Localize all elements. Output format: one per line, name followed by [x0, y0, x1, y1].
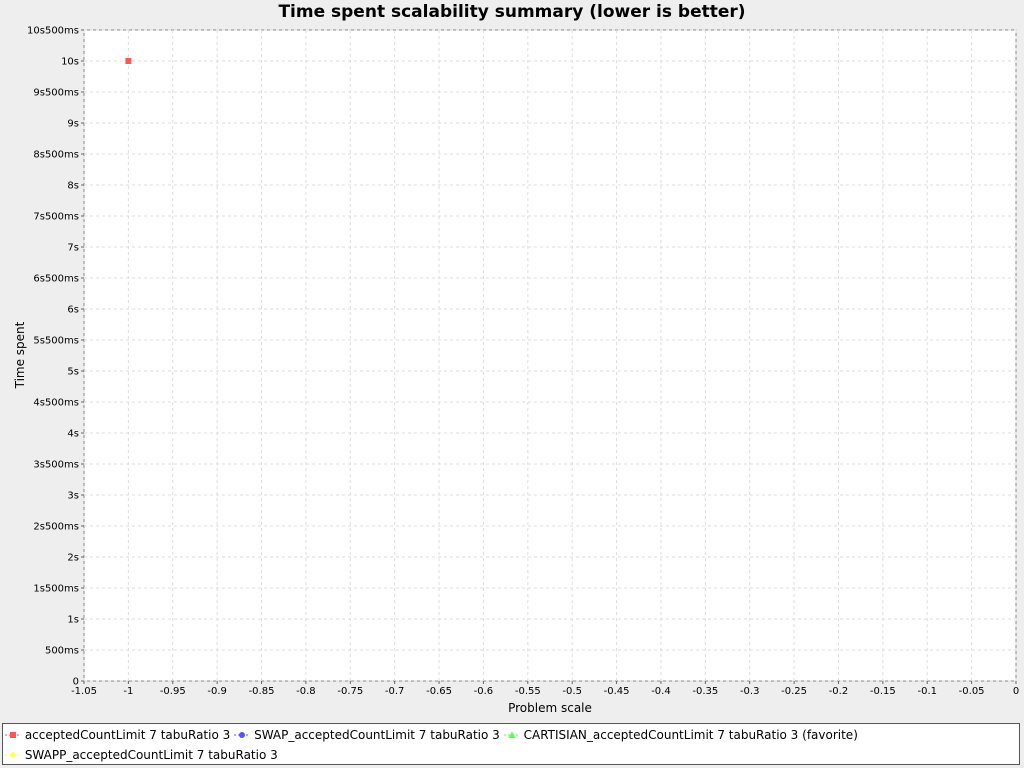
x-tick-label: -0.45	[604, 686, 630, 697]
legend-swatch-icon	[5, 751, 21, 759]
x-tick-label: -0.4	[651, 686, 671, 697]
x-tick-label: -0.9	[207, 686, 227, 697]
plot-background	[83, 29, 1017, 682]
legend-marker	[9, 751, 17, 759]
legend-marker	[239, 732, 246, 738]
y-tick-label: 2s500ms	[33, 522, 79, 533]
y-tick-label: 9s500ms	[33, 88, 79, 99]
x-axis-ticks: -1.05 -1 -0.95 -0.9 -0.85 -0.8 -0.75 -0.7 -0.65 -…	[71, 681, 1019, 697]
y-tick-label: 10s	[61, 57, 79, 68]
y-tick-label: 4s	[67, 429, 79, 440]
y-tick-label: 4s500ms	[33, 398, 79, 409]
y-tick-label: 2s	[67, 553, 79, 564]
legend-label: CARTISIAN_acceptedCountLimit 7 tabuRatio…	[519, 728, 858, 742]
y-tick-label: 3s500ms	[33, 460, 79, 471]
data-point	[125, 58, 132, 64]
x-tick-label: -0.85	[249, 686, 275, 697]
x-tick-label: -0.3	[740, 686, 760, 697]
legend-item: SWAP_acceptedCountLimit 7 tabuRatio 3	[234, 725, 500, 745]
x-tick-label: -1.05	[71, 686, 97, 697]
y-tick-label: 1s500ms	[33, 584, 79, 595]
y-tick-label: 9s	[67, 119, 79, 130]
y-tick-label: 0	[73, 677, 79, 688]
legend-item: acceptedCountLimit 7 tabuRatio 3	[5, 725, 230, 745]
legend-marker	[10, 732, 16, 738]
y-tick-label: 1s	[67, 615, 79, 626]
x-tick-label: -0.25	[781, 686, 807, 697]
legend-item: CARTISIAN_acceptedCountLimit 7 tabuRatio…	[503, 725, 858, 745]
legend-swatch-icon	[234, 732, 251, 738]
chart-title: Time spent scalability summary (lower is…	[278, 2, 746, 22]
legend-item: SWAPP_acceptedCountLimit 7 tabuRatio 3	[5, 745, 278, 765]
legend-swatch-icon	[5, 732, 21, 738]
legend-marker	[508, 731, 516, 738]
x-tick-label: -0.05	[959, 686, 985, 697]
x-tick-label: 0	[1013, 686, 1019, 697]
x-tick-label: -0.35	[692, 686, 718, 697]
y-tick-label: 7s500ms	[33, 212, 79, 223]
x-tick-label: -0.8	[296, 686, 316, 697]
x-tick-label: -1	[123, 686, 133, 697]
x-tick-label: -0.2	[829, 686, 849, 697]
x-tick-label: -0.7	[385, 686, 405, 697]
y-tick-label: 500ms	[45, 646, 79, 657]
legend-row: acceptedCountLimit 7 tabuRatio 3 SWAP_ac…	[5, 725, 862, 745]
x-tick-label: -0.15	[870, 686, 896, 697]
plot-area: 0 500ms 1s 1s500ms 2s 2s500ms 3s 3s500ms 4s 4s500…	[13, 26, 1019, 716]
x-tick-label: -0.5	[562, 686, 582, 697]
x-tick-label: -0.6	[474, 686, 494, 697]
x-tick-label: -0.95	[160, 686, 186, 697]
y-tick-label: 8s500ms	[33, 150, 79, 161]
x-axis-title: Problem scale	[508, 701, 592, 715]
x-tick-label: -0.1	[917, 686, 937, 697]
y-axis-title: Time spent	[13, 321, 27, 389]
y-tick-label: 5s500ms	[33, 336, 79, 347]
legend-label: SWAP_acceptedCountLimit 7 tabuRatio 3	[250, 728, 500, 742]
y-tick-label: 6s500ms	[33, 274, 79, 285]
legend: acceptedCountLimit 7 tabuRatio 3 SWAP_ac…	[2, 723, 1020, 765]
x-tick-label: -0.55	[515, 686, 541, 697]
grid-lines	[83, 29, 1017, 682]
y-tick-label: 7s	[67, 243, 79, 254]
y-tick-label: 10s500ms	[27, 26, 79, 37]
series-markers	[125, 58, 132, 64]
legend-swatch-icon	[503, 731, 520, 738]
y-tick-label: 3s	[67, 491, 79, 502]
x-tick-label: -0.75	[337, 686, 363, 697]
legend-row: SWAPP_acceptedCountLimit 7 tabuRatio 3	[5, 745, 282, 765]
y-tick-label: 8s	[67, 181, 79, 192]
legend-label: acceptedCountLimit 7 tabuRatio 3	[21, 728, 231, 742]
y-tick-label: 5s	[67, 367, 79, 378]
legend-label: SWAPP_acceptedCountLimit 7 tabuRatio 3	[21, 748, 278, 762]
y-tick-label: 6s	[67, 305, 79, 316]
x-tick-label: -0.65	[426, 686, 452, 697]
y-axis-ticks: 0 500ms 1s 1s500ms 2s 2s500ms 3s 3s500ms 4s 4s500…	[27, 26, 84, 688]
